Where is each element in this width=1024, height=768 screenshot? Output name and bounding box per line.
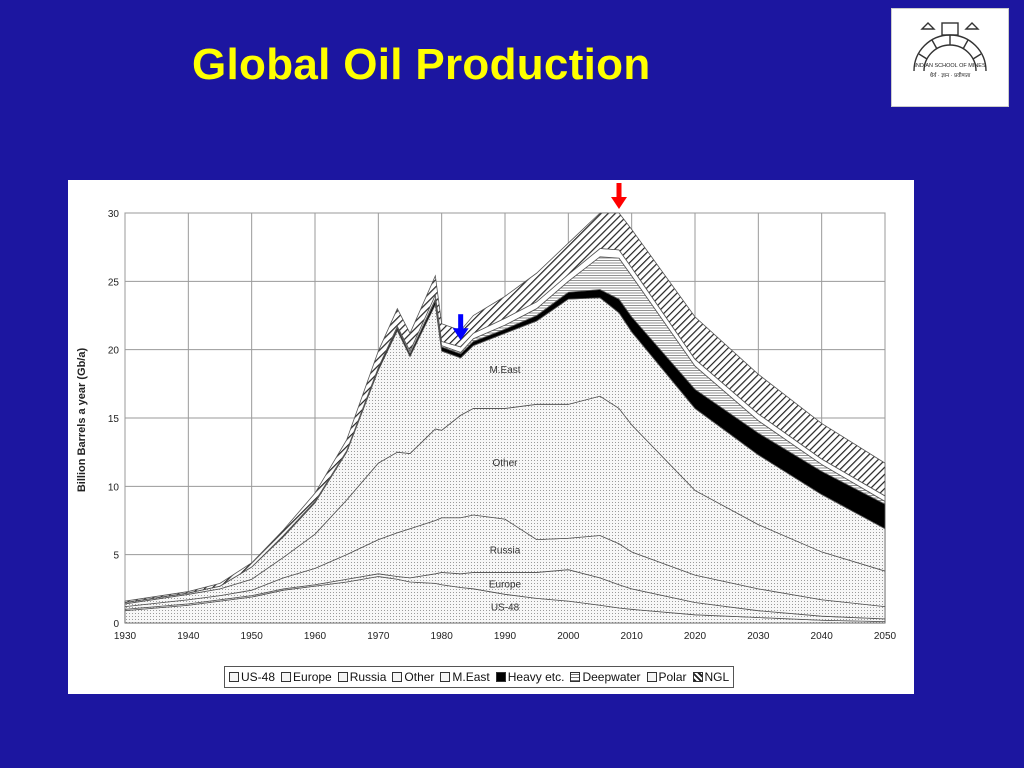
slide-title: Global Oil Production xyxy=(192,40,651,89)
institute-logo: INDIAN SCHOOL OF MINES धैर्य · ज्ञान · प… xyxy=(891,8,1009,107)
y-tick-label: 20 xyxy=(108,346,120,357)
x-tick-label: 2000 xyxy=(557,631,580,642)
x-tick-label: 2040 xyxy=(811,631,834,642)
legend-swatch xyxy=(392,672,403,682)
y-axis-label: Billion Barrels a year (Gb/a) xyxy=(76,347,88,493)
legend-label: Heavy etc. xyxy=(507,670,565,684)
legend-label: US-48 xyxy=(241,670,276,684)
series-annotation: Other xyxy=(492,458,518,469)
chart-panel: M.East Other Russia Europe US-48 1930 1940 195… xyxy=(68,180,914,694)
x-tick-label: 2010 xyxy=(621,631,644,642)
legend-item: Heavy etc. xyxy=(495,670,565,684)
legend-swatch xyxy=(646,672,657,682)
y-tick-label: 15 xyxy=(108,414,120,425)
peak-arrow-red xyxy=(611,183,627,209)
legend-swatch xyxy=(337,672,348,682)
y-tick-label: 0 xyxy=(113,619,119,630)
chart-svg: M.East Other Russia Europe US-48 1930 1940 195… xyxy=(108,183,897,642)
svg-text:धैर्य · ज्ञान · प्रवीणता: धैर्य · ज्ञान · प्रवीणता xyxy=(930,72,971,79)
legend-item: M.East xyxy=(440,670,490,684)
legend-item: Russia xyxy=(337,670,387,684)
legend-label: Other xyxy=(404,670,435,684)
series-annotation: M.East xyxy=(489,365,520,376)
chart-legend: US-48 Europe Russia Other M.East Heavy etc. De… xyxy=(224,666,735,688)
legend-label: Europe xyxy=(293,670,332,684)
y-tick-label: 5 xyxy=(113,551,119,562)
dip-arrow-blue xyxy=(452,314,469,341)
x-tick-label: 2050 xyxy=(874,631,897,642)
x-tick-label: 1930 xyxy=(114,631,137,642)
legend-item: NGL xyxy=(692,670,730,684)
legend-swatch xyxy=(495,672,506,682)
legend-item: Deepwater xyxy=(570,670,641,684)
legend-swatch xyxy=(229,672,239,682)
legend-item: Other xyxy=(392,670,434,684)
legend-item: Europe xyxy=(281,670,332,684)
legend-label: M.East xyxy=(452,670,490,684)
series-annotation: Europe xyxy=(489,579,522,590)
logo-text: INDIAN SCHOOL OF MINES xyxy=(914,63,986,69)
legend-swatch xyxy=(440,672,451,682)
legend-swatch xyxy=(692,672,703,682)
legend-swatch xyxy=(570,672,581,682)
x-tick-label: 1990 xyxy=(494,631,517,642)
legend-item: Polar xyxy=(646,670,687,684)
y-tick-label: 30 xyxy=(108,209,120,220)
legend-label: Polar xyxy=(658,670,687,684)
legend-label: NGL xyxy=(704,670,730,684)
legend-swatch xyxy=(281,672,292,682)
series-annotation: Russia xyxy=(490,545,521,556)
series-annotation: US-48 xyxy=(491,603,520,614)
x-tick-label: 1980 xyxy=(431,631,454,642)
x-tick-label: 1950 xyxy=(241,631,264,642)
y-tick-label: 25 xyxy=(108,277,120,288)
x-tick-label: 1940 xyxy=(177,631,200,642)
area-ngl xyxy=(124,212,886,603)
x-tick-label: 1960 xyxy=(304,631,327,642)
y-tick-label: 10 xyxy=(108,482,120,493)
legend-item: US-48 xyxy=(229,670,275,684)
legend-label: Deepwater xyxy=(582,670,641,684)
x-tick-label: 2030 xyxy=(747,631,770,642)
legend-label: Russia xyxy=(349,670,387,684)
x-tick-label: 2020 xyxy=(684,631,707,642)
x-tick-label: 1970 xyxy=(367,631,390,642)
